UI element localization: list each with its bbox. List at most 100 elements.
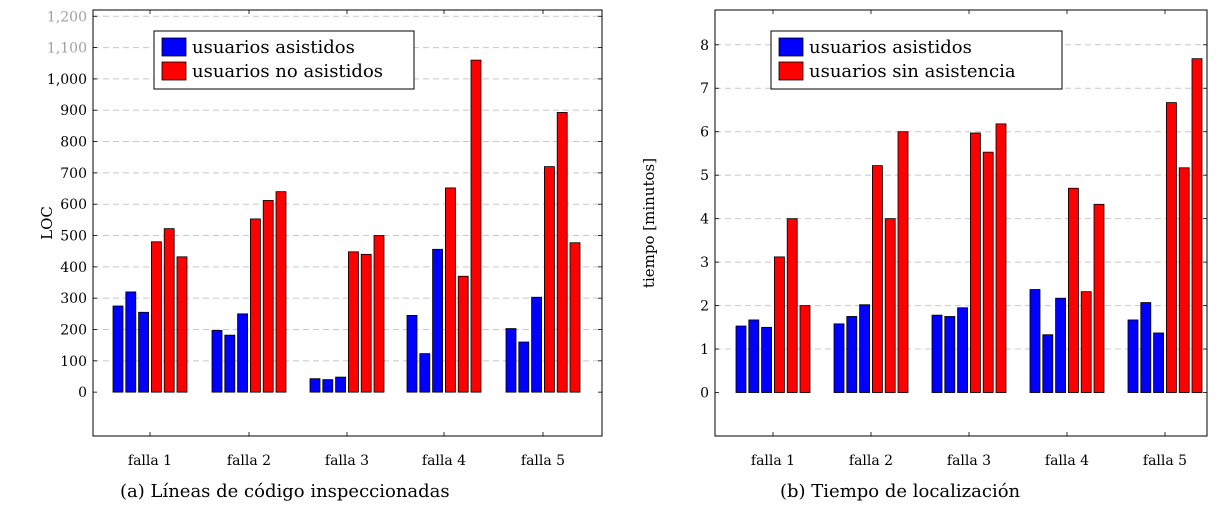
bar-asistidos xyxy=(1153,332,1164,393)
bar-asistidos xyxy=(833,323,845,393)
y-axis-label: LOC xyxy=(38,206,56,240)
bar-no-asistidos xyxy=(457,275,469,393)
x-tick-label: falla 4 xyxy=(1045,453,1089,469)
bar-no-asistidos xyxy=(373,235,385,393)
y-tick-label: 3 xyxy=(700,255,709,271)
bar-no-asistidos xyxy=(275,191,287,393)
y-tick-label: 500 xyxy=(60,229,87,245)
bar-asistidos xyxy=(419,353,431,393)
y-tick-label: 7 xyxy=(700,81,709,97)
bar-asistidos xyxy=(1029,289,1041,393)
x-tick-label: falla 3 xyxy=(947,453,991,469)
bar-no-asistidos xyxy=(1068,187,1079,393)
bar-no-asistidos xyxy=(444,187,456,393)
bar-no-asistidos xyxy=(786,218,798,393)
bar-asistidos xyxy=(531,296,542,393)
bar-asistidos xyxy=(1042,334,1054,393)
bar-no-asistidos xyxy=(569,242,581,393)
x-tick-label: falla 3 xyxy=(325,453,369,469)
y-tick-label: 6 xyxy=(700,125,709,141)
legend-box xyxy=(770,30,1063,90)
legend-label: usuarios no asistidos xyxy=(192,61,383,82)
chart-tiempo: 0 1 2 3 4 5 6 7 8 falla 1 falla 2 falla 3 falla 4 fal… xyxy=(640,9,1208,502)
bar-no-asistidos xyxy=(970,132,981,393)
y-tick-label: 4 xyxy=(700,212,709,228)
chart-loc: 0 100 200 300 400 500 600 700 800 900 1,000 1,100 1,… xyxy=(38,9,603,502)
bar-asistidos xyxy=(518,341,530,393)
bar-no-asistidos xyxy=(1191,58,1203,393)
legend-swatch xyxy=(778,61,804,81)
y-tick-label: 5 xyxy=(700,168,709,184)
bar-asistidos xyxy=(1055,297,1066,393)
y-tick-label: 600 xyxy=(60,197,87,213)
bar-no-asistidos xyxy=(150,241,162,393)
y-tick-label: 700 xyxy=(60,166,87,182)
plot-frame xyxy=(92,9,603,437)
bar-no-asistidos xyxy=(897,131,909,393)
bar-no-asistidos xyxy=(544,166,555,393)
y-tick-label: 8 xyxy=(700,38,709,54)
y-tick-label: 300 xyxy=(60,291,87,307)
bar-asistidos xyxy=(735,325,747,393)
bar-asistidos xyxy=(335,376,347,393)
bar-asistidos xyxy=(138,311,150,393)
bar-asistidos xyxy=(944,316,956,393)
bar-no-asistidos xyxy=(163,228,175,393)
bar-asistidos xyxy=(1127,319,1139,393)
chart-caption: (b) Tiempo de localización xyxy=(780,481,1021,502)
bar-no-asistidos xyxy=(262,200,274,393)
bar-asistidos xyxy=(432,248,444,393)
bar-asistidos xyxy=(505,328,517,393)
y-tick-label: 0 xyxy=(78,385,87,401)
bar-no-asistidos xyxy=(470,59,482,393)
legend-label: usuarios sin asistencia xyxy=(809,61,1016,82)
bar-no-asistidos xyxy=(1178,167,1190,393)
bar-asistidos xyxy=(112,305,124,393)
legend-label: usuarios asistidos xyxy=(809,37,972,58)
bar-no-asistidos xyxy=(799,305,811,393)
bar-asistidos xyxy=(211,330,223,393)
y-tick-label: 2 xyxy=(700,299,709,315)
x-tick-label: falla 4 xyxy=(422,453,466,469)
bar-asistidos xyxy=(957,307,968,393)
bar-no-asistidos xyxy=(360,253,372,393)
bar-no-asistidos xyxy=(774,256,785,393)
y-tick-label: 800 xyxy=(60,135,87,151)
bar-asistidos xyxy=(859,304,870,393)
bar-no-asistidos xyxy=(1093,203,1105,393)
bar-no-asistidos xyxy=(347,251,359,393)
chart-caption: (a) Líneas de código inspeccionadas xyxy=(120,481,450,502)
y-axis-label: tiempo [minutos] xyxy=(640,158,658,288)
legend: usuarios asistidos usuarios sin asistenci… xyxy=(770,30,1063,90)
bar-no-asistidos xyxy=(995,123,1007,393)
bar-asistidos xyxy=(931,314,943,393)
bar-asistidos xyxy=(761,326,772,393)
x-tick-label: falla 1 xyxy=(128,453,172,469)
y-tick-label: 1,000 xyxy=(47,72,87,88)
y-tick-label: 1 xyxy=(700,342,709,358)
bar-no-asistidos xyxy=(176,256,188,393)
bar-no-asistidos xyxy=(872,165,883,393)
legend-swatch xyxy=(778,37,804,57)
bar-no-asistidos xyxy=(249,218,261,393)
bar-asistidos xyxy=(1140,302,1152,393)
bar-asistidos xyxy=(406,315,418,393)
bar-no-asistidos xyxy=(982,151,994,393)
bar-asistidos xyxy=(309,378,321,393)
legend-label: usuarios asistidos xyxy=(192,37,355,58)
bar-asistidos xyxy=(125,291,137,393)
bar-no-asistidos xyxy=(1080,291,1092,393)
bar-asistidos xyxy=(846,316,858,393)
x-tick-label: falla 2 xyxy=(849,453,893,469)
x-tick-label: falla 2 xyxy=(227,453,271,469)
x-tick-label: falla 1 xyxy=(751,453,795,469)
legend-swatch xyxy=(161,37,187,57)
bar-no-asistidos xyxy=(1166,102,1177,393)
bar-no-asistidos xyxy=(884,218,896,393)
bar-asistidos xyxy=(322,379,334,393)
plot-frame xyxy=(714,9,1208,437)
x-tick-label: falla 5 xyxy=(521,453,565,469)
y-tick-label: 200 xyxy=(60,323,87,339)
bar-asistidos xyxy=(748,319,760,393)
